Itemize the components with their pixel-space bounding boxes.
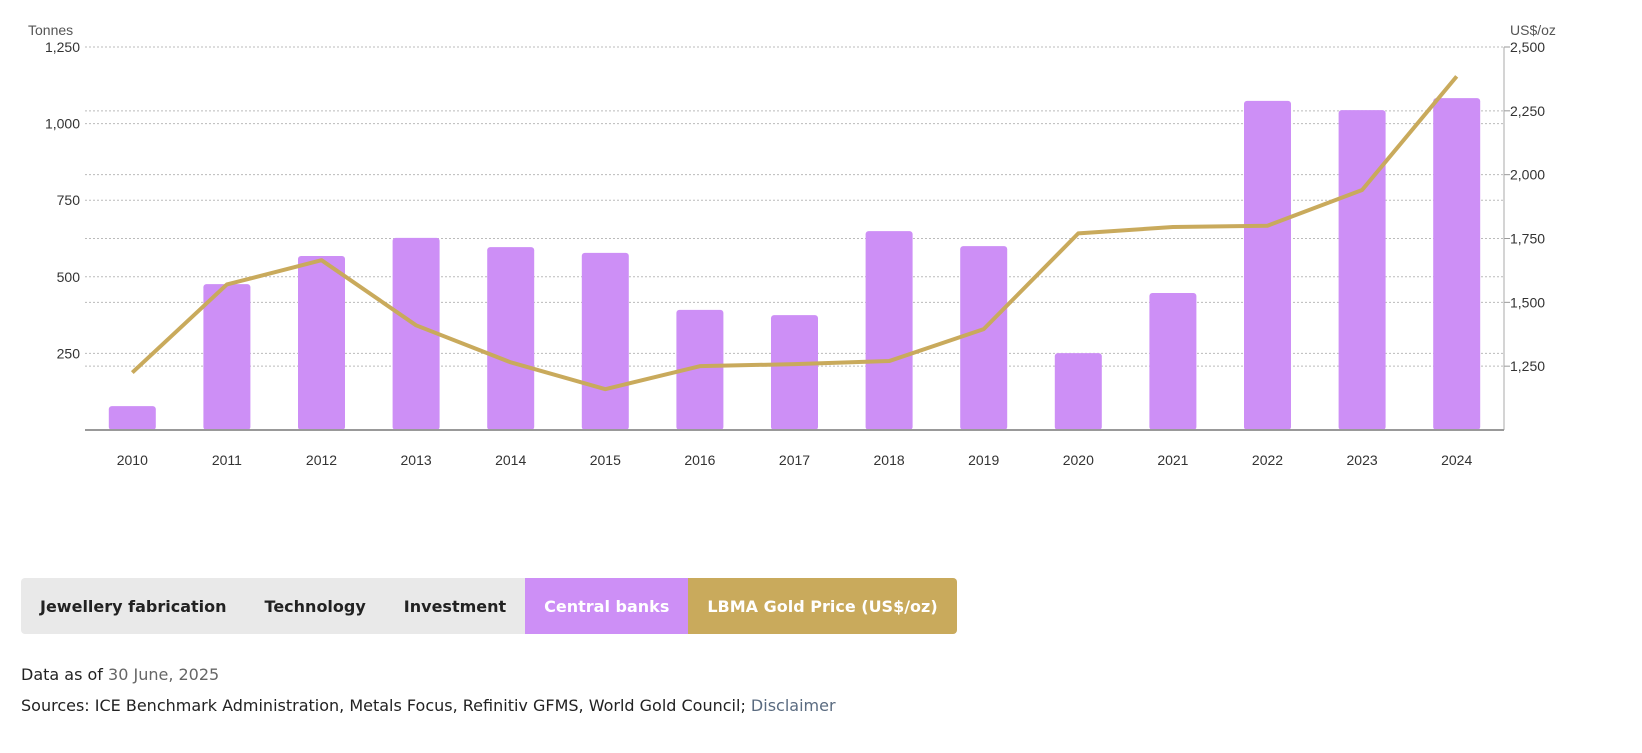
y2-tick-label: 1,750 — [1510, 231, 1545, 247]
bar-2012 — [298, 255, 345, 430]
data-as-of-label: Data as of — [21, 665, 103, 684]
legend-jewellery[interactable]: Jewellery fabrication — [40, 596, 227, 616]
y-tick-label: 1,250 — [45, 39, 80, 55]
bar-2022 — [1244, 100, 1291, 431]
bar-2014 — [487, 247, 535, 430]
bar-2018 — [865, 231, 913, 430]
x-tick-label: 2015 — [590, 452, 621, 468]
legend-central-banks[interactable]: Central banks — [525, 578, 689, 634]
y-tick-label: 250 — [57, 345, 81, 361]
legend-gold-price[interactable]: LBMA Gold Price (US$/oz) — [688, 578, 957, 634]
bar-2020 — [1054, 353, 1102, 430]
x-tick-label: 2024 — [1441, 452, 1472, 468]
y-tick-label: 500 — [57, 269, 81, 285]
bar-2019 — [960, 246, 1008, 430]
y2-axis-label: US$/oz — [1510, 22, 1556, 38]
x-tick-label: 2014 — [495, 452, 526, 468]
chart: 250 500 750 1,000 1,250 1,250 1,500 1,750 2,000 2… — [28, 22, 1556, 468]
data-as-of-date: 30 June, 2025 — [108, 665, 220, 684]
disclaimer-link[interactable]: Disclaimer — [750, 696, 836, 715]
y2-tick-label: 2,500 — [1510, 39, 1545, 55]
legend-technology[interactable]: Technology — [264, 596, 366, 616]
y-axis-label: Tonnes — [28, 22, 73, 38]
x-tick-label: 2023 — [1347, 452, 1378, 468]
y-tick-label: 750 — [57, 192, 81, 208]
x-tick-label: 2012 — [306, 452, 337, 468]
x-tick-label: 2018 — [874, 452, 905, 468]
x-tick-label: 2021 — [1157, 452, 1188, 468]
x-tick-label: 2020 — [1063, 452, 1094, 468]
x-tick-label: 2019 — [968, 452, 999, 468]
bar-2011 — [203, 284, 251, 430]
x-tick-label: 2017 — [779, 452, 810, 468]
bar-2023 — [1338, 110, 1386, 430]
bar-2016 — [676, 309, 724, 430]
bar-2010 — [108, 406, 156, 430]
x-tick-label: 2016 — [684, 452, 715, 468]
sources: Sources: ICE Benchmark Administration, M… — [21, 696, 836, 715]
x-tick-label: 2022 — [1252, 452, 1283, 468]
bar-2024 — [1433, 98, 1481, 431]
bar-2015 — [581, 252, 629, 430]
y2-tick-label: 2,250 — [1510, 103, 1545, 119]
bar-2013 — [392, 237, 440, 430]
legend-investment[interactable]: Investment — [403, 596, 507, 616]
data-as-of: Data as of 30 June, 2025 — [21, 665, 219, 684]
y2-tick-label: 1,250 — [1510, 358, 1545, 374]
y-tick-label: 1,000 — [45, 116, 80, 132]
legend: Jewellery fabrication Technology Investm… — [21, 578, 957, 634]
y2-tick-label: 2,000 — [1510, 167, 1545, 183]
x-tick-label: 2013 — [401, 452, 432, 468]
y2-tick-label: 1,500 — [1510, 294, 1545, 310]
x-tick-label: 2010 — [117, 452, 148, 468]
bar-2021 — [1149, 293, 1197, 430]
sources-text: Sources: ICE Benchmark Administration, M… — [21, 696, 746, 715]
bar-2017 — [771, 315, 818, 430]
x-tick-label: 2011 — [212, 452, 242, 468]
